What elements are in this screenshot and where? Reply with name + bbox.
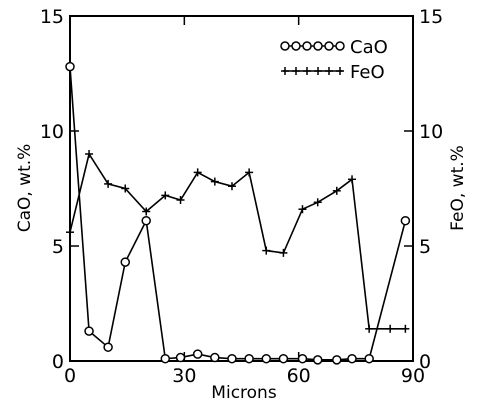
x-axis-label: Microns [211, 383, 277, 403]
feo-point [85, 150, 94, 158]
x-tick-label: 30 [172, 365, 196, 387]
cao-point [103, 342, 113, 352]
y-tick-label-right: 15 [419, 6, 443, 28]
feo-point [227, 182, 236, 191]
x-tick-label: 0 [64, 365, 76, 387]
legend-marker-cao [324, 41, 334, 51]
feo-point [298, 205, 307, 214]
feo-point [176, 196, 185, 204]
legend-marker-feo [292, 67, 300, 75]
feo-point [193, 168, 202, 177]
legend-item-cao: CaO [280, 37, 388, 58]
y-tick-label-left: 0 [52, 351, 64, 373]
cao-point [244, 353, 254, 364]
x-tick-label: 60 [287, 365, 311, 387]
legend-marker-cao [291, 41, 301, 51]
cao-point [312, 355, 323, 365]
cao-point [400, 215, 411, 226]
feo-point [66, 228, 74, 237]
legend-marker-feo [314, 67, 322, 75]
series-feo [66, 150, 410, 333]
y-tick-label-left: 10 [40, 121, 64, 143]
feo-point [401, 324, 410, 333]
y-axis-label-right: FeO, wt.% [448, 145, 468, 231]
legend-marker-feo [303, 67, 311, 75]
legend-label-feo: FeO [350, 62, 385, 83]
legend-marker-feo [325, 67, 333, 75]
legend-marker-cao [313, 41, 323, 51]
legend-marker-cao [335, 41, 345, 51]
cao-point [332, 355, 342, 365]
feo-point [332, 186, 341, 195]
series-cao [65, 61, 411, 365]
feo-point [142, 207, 151, 216]
feo-point [262, 246, 271, 255]
feo-point [313, 198, 322, 207]
feo-point [279, 248, 288, 257]
cao-point [84, 326, 94, 336]
feo-point [121, 184, 130, 193]
feo-point [161, 191, 170, 200]
cao-point [297, 353, 308, 364]
legend-marker-feo [281, 67, 289, 75]
legend-marker-cao [280, 41, 290, 51]
feo-point [365, 324, 374, 333]
series-layer [65, 61, 411, 365]
legend-marker-feo [336, 67, 344, 75]
cao-point [347, 353, 357, 364]
y-axis-label-left: CaO, wt.% [15, 144, 35, 233]
feo-point [210, 177, 219, 186]
y-tick-label-right: 0 [419, 351, 431, 373]
y-tick-label-right: 5 [419, 236, 431, 258]
feo-point [386, 324, 395, 333]
legend-label-cao: CaO [350, 37, 388, 58]
legend: CaO FeO [280, 37, 388, 83]
plot-frame [69, 15, 414, 362]
feo-point [104, 179, 113, 188]
cao-point [261, 353, 272, 364]
feo-point [245, 168, 254, 177]
cao-point [175, 352, 186, 363]
y-tick-label-left: 5 [52, 236, 64, 258]
cao-line [69, 66, 407, 361]
cao-point [210, 352, 220, 363]
y-tick-label-right: 10 [419, 121, 443, 143]
x-tick-label: 90 [401, 365, 425, 387]
cao-point [192, 349, 203, 359]
cao-point [65, 61, 75, 72]
feo-line [69, 151, 406, 330]
cao-point [278, 353, 289, 364]
cao-point [160, 353, 171, 364]
cao-point [141, 215, 151, 226]
cao-point [120, 257, 131, 267]
feo-point [348, 175, 357, 184]
y-tick-label-left: 15 [40, 6, 64, 28]
cao-point [364, 353, 374, 364]
cao-point [227, 353, 237, 364]
legend-marker-cao [302, 41, 312, 51]
legend-item-feo: FeO [281, 62, 385, 83]
